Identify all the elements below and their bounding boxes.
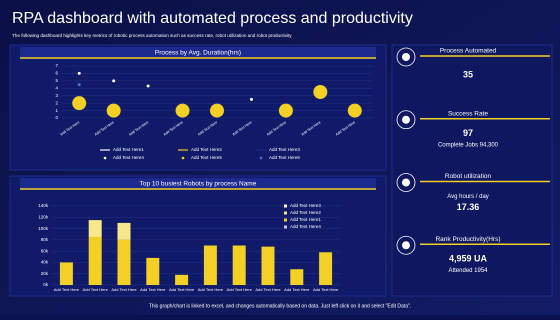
chart-header xyxy=(20,178,376,189)
kpi-icon xyxy=(396,235,416,255)
kpi-icon xyxy=(396,47,416,67)
bar xyxy=(146,257,160,285)
y-tick-label: 0 xyxy=(55,115,58,120)
x-tick-label: Add Text Here xyxy=(227,287,253,292)
y-tick-label: 5 xyxy=(55,78,58,83)
legend-swatch xyxy=(103,156,107,160)
legend-label: Add Text Here3 xyxy=(269,147,300,152)
panel xyxy=(391,44,553,297)
y-tick-label: 80k xyxy=(41,237,49,242)
kpi-icon xyxy=(396,110,416,130)
x-tick-label: Add Text Here xyxy=(83,287,109,292)
x-tick-label: Add Text Here xyxy=(313,287,339,292)
legend-swatch xyxy=(284,204,287,208)
kpi-label: Success Rate xyxy=(448,110,488,117)
bar xyxy=(88,220,102,238)
bar xyxy=(261,246,275,285)
bubble xyxy=(210,103,224,118)
x-tick-label: Add Text Here xyxy=(169,287,195,292)
legend-label: Add Text Here2 xyxy=(191,147,222,152)
bubble xyxy=(175,103,190,118)
bar xyxy=(290,269,304,285)
bubble xyxy=(313,85,328,99)
bubble xyxy=(347,103,362,118)
point xyxy=(249,97,253,101)
y-tick-label: 1 xyxy=(55,108,58,113)
kpi-icon xyxy=(396,173,416,192)
kpi-icon-core xyxy=(402,115,410,124)
chart-title: Process by Avg. Duration(hrs) xyxy=(155,50,241,57)
bubble xyxy=(278,103,293,118)
point xyxy=(77,71,81,75)
y-tick-label: 60k xyxy=(41,248,49,253)
kpi-value: 97 xyxy=(463,128,473,138)
kpi-caption: Avg hours / day xyxy=(447,194,489,200)
legend-label: Add Text Here3 xyxy=(290,203,321,208)
legend-label: Add Text Here6 xyxy=(269,155,300,160)
y-tick-label: 40k xyxy=(41,260,49,265)
legend-label: Add Text Here1 xyxy=(290,217,321,222)
kpi-icon-core xyxy=(402,53,410,61)
kpi-icon-core xyxy=(402,241,410,250)
bar xyxy=(319,252,333,285)
kpi-value: 17.36 xyxy=(457,202,480,212)
kpi-label: Process Automated xyxy=(440,48,497,55)
x-tick-label: Add Text Here xyxy=(198,287,224,292)
kpi-label: Rank Productivity(Hrs) xyxy=(435,236,500,243)
kpi-value: 35 xyxy=(463,69,473,79)
x-tick-label: Add Text Here xyxy=(54,287,80,292)
y-tick-label: 6 xyxy=(55,71,58,76)
x-tick-label: Add Text Here xyxy=(284,287,310,292)
bubble xyxy=(106,103,121,118)
point xyxy=(146,84,150,88)
x-tick-label: Add Text Here xyxy=(255,287,281,292)
legend-swatch xyxy=(284,218,287,222)
kpi-caption: Attended 1954 xyxy=(448,268,488,274)
bar xyxy=(117,222,131,240)
point xyxy=(112,79,116,83)
legend-label: Add Text Here1 xyxy=(113,147,144,152)
legend-swatch xyxy=(181,156,185,160)
y-tick-label: 3 xyxy=(55,93,58,98)
y-tick-label: 7 xyxy=(55,63,58,68)
point xyxy=(77,83,81,87)
bar xyxy=(117,239,131,285)
bubble xyxy=(72,96,87,111)
y-tick-label: 100k xyxy=(38,226,49,231)
bar xyxy=(175,274,189,285)
x-tick-label: Add Text Here xyxy=(140,287,166,292)
legend-label: Add Text Here4 xyxy=(113,155,144,160)
footer: This graph/chart is linked to excel, and… xyxy=(149,303,411,309)
kpi-caption: Complete Jobs 94,300 xyxy=(438,142,499,148)
kpi-icon-core xyxy=(402,178,410,187)
bar xyxy=(232,245,246,285)
y-tick-label: 140k xyxy=(38,203,49,208)
y-tick-label: 20k xyxy=(41,271,49,276)
chart-header xyxy=(20,47,376,58)
x-tick-label: Add Text Here xyxy=(111,287,137,292)
legend-label: Add Text Here5 xyxy=(191,155,222,160)
bar xyxy=(88,237,102,285)
y-tick-label: 2 xyxy=(55,100,58,105)
legend-label: Add Text Here4 xyxy=(290,224,321,229)
y-tick-label: 4 xyxy=(55,85,58,90)
page-subtitle: The following dashboard highlights key m… xyxy=(12,33,292,38)
bar xyxy=(203,245,217,285)
page-title: RPA dashboard with automated process and… xyxy=(12,10,413,27)
kpi-value: 4,959 UA xyxy=(449,254,488,264)
kpi-label: Robot utilization xyxy=(445,173,492,180)
legend-swatch xyxy=(259,156,263,160)
legend-label: Add Text Here2 xyxy=(290,210,321,215)
legend-swatch xyxy=(284,211,287,215)
y-tick-label: 0k xyxy=(43,282,49,287)
legend-swatch xyxy=(284,225,287,229)
y-tick-label: 120k xyxy=(38,214,49,219)
bar xyxy=(59,262,73,285)
chart-title: Top 10 busiest Robots by process Name xyxy=(140,181,257,188)
